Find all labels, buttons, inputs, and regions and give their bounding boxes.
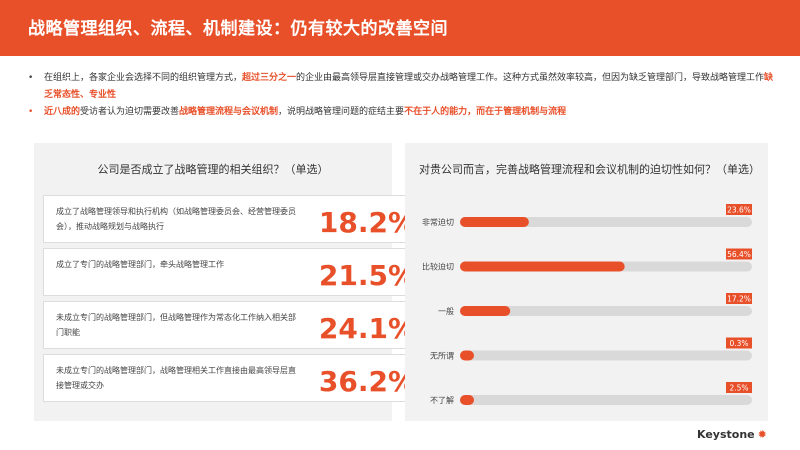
option-text: 未成立专门的战略管理部门，战略管理相关工作直接由最高领导层直接管理或交办	[56, 366, 296, 390]
bullet-text: 的企业由最高领导层直接管理或交办战略管理工作。这种方式虽然效率较高，但因为缺乏管…	[296, 73, 765, 83]
bullet-highlight: 不在于人的能力，而在于管理机制与流程	[404, 107, 567, 117]
bullet-dot-icon: •	[28, 73, 34, 83]
value-badge	[726, 382, 752, 393]
bar-fill	[460, 217, 529, 227]
bar-track	[460, 350, 752, 361]
option-card: 成立了专门的战略管理部门，牵头战略管理工作 21.5%	[43, 248, 421, 296]
option-percentage: 36.2%	[318, 365, 416, 398]
category-label: 一般	[438, 306, 454, 316]
logo-text: Keystone	[697, 428, 755, 441]
bullet-item-organization: • 在组织上，各家企业会选择不同的组织管理方式，超过三分之一的企业由最高领导层直…	[26, 70, 776, 104]
option-percentage: 18.2%	[318, 206, 416, 239]
bullet-highlight: 战略管理流程与会议机制	[179, 107, 279, 117]
value-badge	[726, 248, 752, 260]
option-percentage: 24.1%	[318, 312, 416, 345]
bullet-highlight: 缺乏常态性、专业性	[44, 73, 774, 100]
header-bar: 战略管理组织、流程、机制建设：仍有较大的改善空间	[0, 0, 800, 56]
option-percentage: 21.5%	[318, 259, 416, 292]
value-label: 23.6%	[727, 206, 751, 215]
value-label: 56.4%	[727, 250, 751, 259]
value-badge	[726, 337, 752, 349]
category-label: 非常迫切	[422, 217, 454, 227]
bar-track	[460, 395, 752, 405]
bullet-highlight: 近八成的	[44, 107, 81, 117]
bullet-item-process: • 近八成的受访者认为迫切需要改善战略管理流程与会议机制，说明战略管理问题的症结…	[26, 104, 776, 121]
value-label: 0.3%	[729, 339, 748, 348]
category-label: 不了解	[430, 395, 454, 405]
value-badge	[726, 293, 752, 304]
bar-fill	[460, 395, 474, 405]
bullet-highlight: 超过三分之一	[242, 73, 297, 83]
option-card: 未成立专门的战略管理部门，但战略管理作为常态化工作纳入相关部门职能 24.1%	[43, 301, 421, 349]
value-label: 2.5%	[729, 384, 748, 393]
bullet-dot-icon: •	[28, 107, 34, 117]
summary-bullets: • 在组织上，各家企业会选择不同的组织管理方式，超过三分之一的企业由最高领导层直…	[26, 70, 776, 121]
category-label: 比较迫切	[422, 262, 454, 272]
sun-icon: ✹	[757, 428, 767, 441]
value-badge	[726, 204, 752, 215]
bar-track	[460, 306, 752, 316]
bar-fill	[460, 350, 474, 361]
bar-fill	[460, 261, 625, 272]
chart-title: 对贵公司而言，完善战略管理流程和会议机制的迫切性如何？（单选）	[419, 163, 760, 176]
option-card: 未成立专门的战略管理部门，战略管理相关工作直接由最高领导层直接管理或交办 36.…	[43, 354, 421, 402]
value-label: 17.2%	[727, 295, 751, 304]
bullet-text: ，说明战略管理问题的症结主要	[278, 107, 405, 117]
option-text: 未成立专门的战略管理部门，但战略管理作为常态化工作纳入相关部门职能	[56, 313, 296, 337]
urgency-bar-chart: 非常迫切 23.6% 比较迫切 56.4% 一般 17.2% 无所谓 0.3% 不了解 2.5%	[422, 204, 752, 405]
category-label: 无所谓	[430, 351, 454, 361]
organization-survey-panel: 公司是否成立了战略管理的相关组织？（单选） 成立了战略管理领导和执行机构（如战略…	[34, 143, 421, 421]
keystone-logo: Keystone ✹	[697, 428, 767, 441]
bar-fill	[460, 306, 511, 316]
bullet-text: 在组织上，各家企业会选择不同的组织管理方式，	[44, 73, 243, 83]
option-text: 成立了专门的战略管理部门，牵头战略管理工作	[56, 260, 224, 269]
page-title: 战略管理组织、流程、机制建设：仍有较大的改善空间	[28, 19, 448, 39]
option-card: 成立了战略管理领导和执行机构（如战略管理委员会、经营管理委员会），推动战略规划与…	[43, 195, 421, 243]
option-text: 成立了战略管理领导和执行机构（如战略管理委员会、经营管理委员会），推动战略规划与…	[56, 207, 296, 231]
urgency-chart-panel: 对贵公司而言，完善战略管理流程和会议机制的迫切性如何？（单选） 非常迫切 23.6…	[405, 143, 768, 421]
bullet-text: 受访者认为迫切需要改善	[80, 107, 180, 117]
left-panel-title: 公司是否成立了战略管理的相关组织？（单选）	[97, 163, 329, 176]
bar-track	[460, 217, 752, 227]
